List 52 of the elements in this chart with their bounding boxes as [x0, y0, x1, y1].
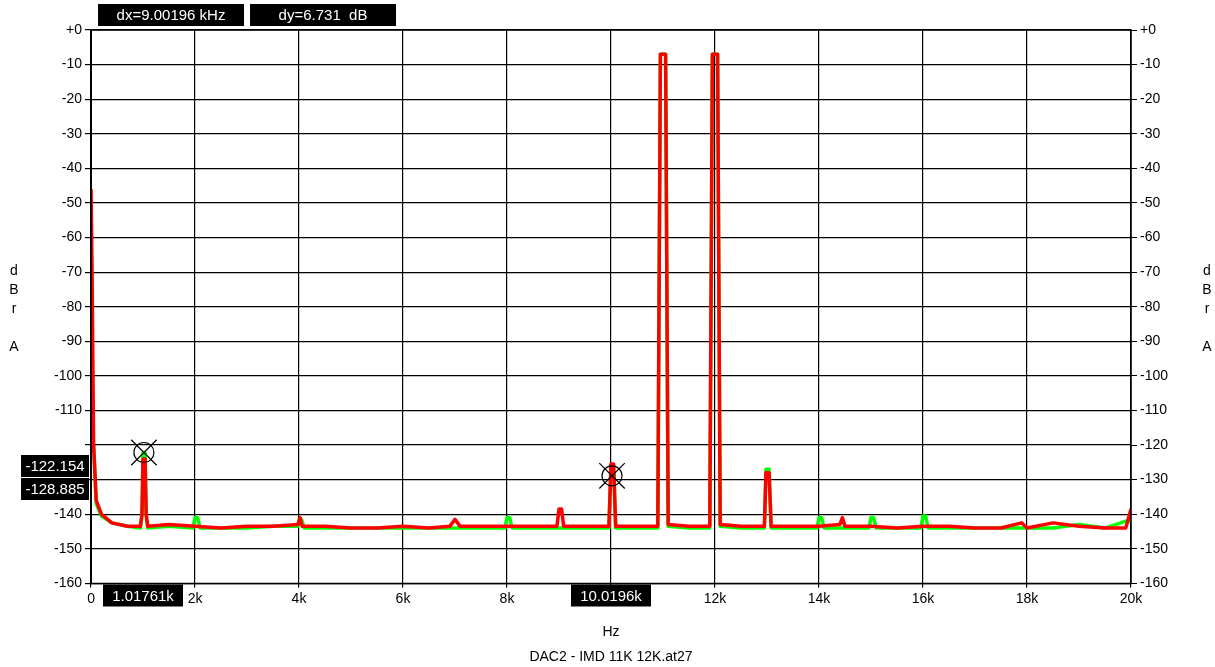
- y-tick-label: -110: [55, 401, 83, 418]
- x-tick-label: 12k: [703, 589, 728, 606]
- y-tick-label: -50: [61, 193, 83, 210]
- y-tick-label: +0: [66, 20, 83, 37]
- y-tick-label: -30: [61, 124, 83, 141]
- y2-tick-label: -130: [1139, 470, 1169, 487]
- x-tick-label: 4k: [291, 589, 308, 606]
- y2-tick-label: -30: [1139, 124, 1161, 141]
- y-tick-label: -80: [61, 297, 83, 314]
- y2-tick-label: -10: [1139, 55, 1161, 72]
- text: 1.01761k: [112, 586, 175, 604]
- y2-tick-label: -140: [1139, 505, 1169, 522]
- text: -122.154: [25, 457, 85, 475]
- y2-tick-label: -160: [1139, 574, 1169, 591]
- y-tick-label: -140: [53, 505, 83, 522]
- y-tick-label: -160: [53, 574, 83, 591]
- text: DAC2 - IMD 11K 12K.at27: [529, 647, 693, 664]
- x-tick-label: 18k: [1015, 589, 1040, 606]
- y2-tick-label: -20: [1139, 90, 1161, 107]
- y-tick-label: -40: [61, 159, 83, 176]
- y2-tick-label: -100: [1139, 366, 1169, 383]
- y-tick-label: -90: [61, 332, 83, 349]
- text: dBr A: [1202, 261, 1212, 354]
- y2-tick-label: -120: [1139, 435, 1169, 452]
- y2-tick-label: -40: [1139, 159, 1161, 176]
- x-tick-label: 6k: [395, 589, 412, 606]
- y-tick-label: -100: [53, 366, 83, 383]
- y-tick-label: -150: [53, 539, 83, 556]
- x-tick-label: 14k: [807, 589, 832, 606]
- x-tick-label: 2k: [187, 589, 204, 606]
- x-tick-label: 0: [87, 589, 96, 606]
- y2-tick-label: -80: [1139, 297, 1161, 314]
- text: -128.885: [25, 480, 85, 498]
- x-tick-label: 16k: [911, 589, 936, 606]
- x-tick-label: 8k: [499, 589, 516, 606]
- y2-tick-label: -70: [1139, 262, 1161, 279]
- text: 10.0196k: [580, 586, 643, 604]
- y2-tick-label: -90: [1139, 332, 1161, 349]
- y2-tick-label: +0: [1139, 20, 1157, 37]
- x-axis-title: Hz: [602, 623, 620, 640]
- y-tick-label: -20: [61, 90, 83, 107]
- y2-tick-label: -50: [1139, 193, 1161, 210]
- x-tick-label: 20k: [1119, 589, 1144, 606]
- y-tick-label: -10: [61, 55, 83, 72]
- y2-tick-label: -150: [1139, 539, 1169, 556]
- text: dBr A: [9, 261, 19, 354]
- y2-tick-label: -110: [1139, 401, 1168, 418]
- y2-tick-label: -60: [1139, 228, 1161, 245]
- y-tick-label: -70: [61, 262, 83, 279]
- y-tick-label: -60: [61, 228, 83, 245]
- text: dx=9.00196 kHz: [116, 6, 226, 24]
- text: dy=6.731 dB: [278, 6, 368, 24]
